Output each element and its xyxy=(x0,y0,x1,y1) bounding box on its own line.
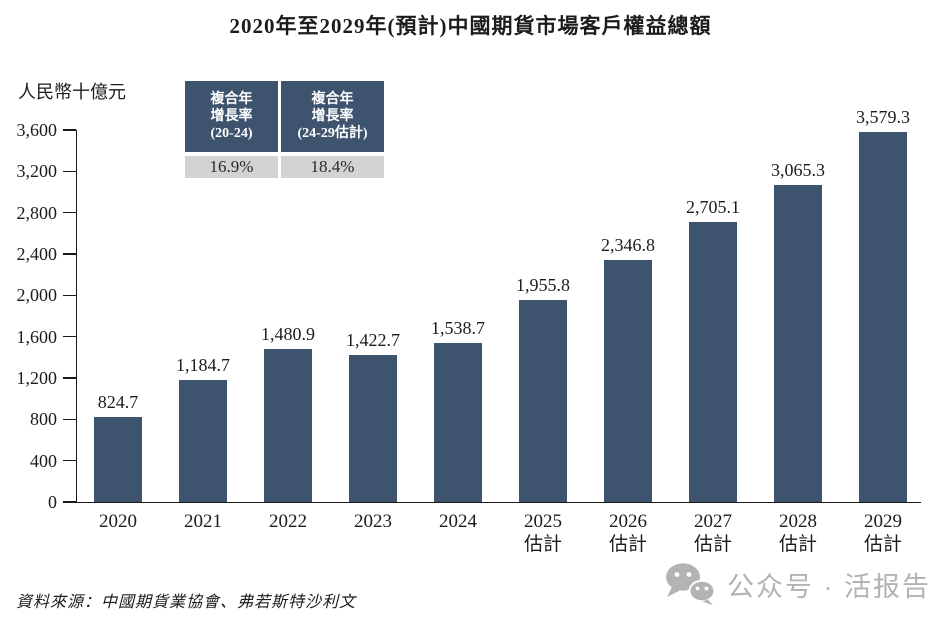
bar-2021 xyxy=(179,379,227,502)
cagr-header-line: 增長率 xyxy=(311,109,354,124)
cagr-box-2020-2024: 複合年 增長率 (20-24) 16.9% xyxy=(185,81,278,178)
x-axis-label: 2029 估計 xyxy=(863,511,902,555)
x-axis-label: 2024 xyxy=(439,511,477,532)
bar-2020 xyxy=(94,416,142,502)
y-axis-tick-label: 800 xyxy=(30,409,57,430)
y-axis-tick-label: 0 xyxy=(48,492,57,512)
x-axis-label: 2023 xyxy=(354,511,392,532)
bar-2024 xyxy=(434,343,482,502)
bar-2029 xyxy=(859,132,907,502)
chart-title: 2020年至2029年(預計)中國期貨市場客戶權益總額 xyxy=(229,14,712,38)
y-axis-tick xyxy=(63,459,76,462)
cagr-header-line: 增長率 xyxy=(210,109,253,124)
y-axis-tick xyxy=(63,335,76,338)
bar-2023 xyxy=(349,355,397,502)
y-axis-tick xyxy=(63,129,76,131)
x-axis-label: 2022 xyxy=(269,511,307,532)
cagr-header: 複合年 增長率 (24-29估計) xyxy=(281,81,384,152)
bar-value-label: 3,065.3 xyxy=(771,160,825,181)
x-axis-label: 2025 估計 xyxy=(523,511,562,555)
watermark-text: 公众号 · 活报告 xyxy=(727,571,931,602)
y-axis-tick xyxy=(63,418,76,421)
y-axis-tick-label: 2,000 xyxy=(16,285,58,306)
bar-value-label: 1,422.7 xyxy=(346,330,400,350)
cagr-value: 18.4% xyxy=(281,156,384,178)
bar-2028 xyxy=(774,185,822,502)
cagr-header-line: (20-24) xyxy=(210,126,253,141)
y-axis-tick xyxy=(63,294,76,297)
y-axis-tick-label: 3,600 xyxy=(16,120,58,140)
bar-2027 xyxy=(689,222,737,502)
plot-area: 0 400 800 1,200 1,600 2,000 2,400 2,800 3,200 3,6… xyxy=(17,107,921,555)
cagr-value: 16.9% xyxy=(185,156,278,178)
y-axis-tick-label: 2,400 xyxy=(16,244,58,264)
watermark: 公众号 · 活报告 xyxy=(663,562,931,606)
x-axis-label: 2027 估計 xyxy=(693,511,732,555)
bar-value-label: 824.7 xyxy=(97,391,139,412)
x-axis-label: 2021 xyxy=(184,511,222,532)
bar-value-label: 1,480.9 xyxy=(261,323,315,344)
cagr-header-line: 複合年 xyxy=(311,92,354,107)
bar-2022 xyxy=(264,348,312,502)
y-axis-tick-label: 400 xyxy=(30,450,57,471)
wechat-icon xyxy=(666,563,716,606)
cagr-header-line: 複合年 xyxy=(210,92,253,107)
y-axis-tick-label: 1,200 xyxy=(16,368,58,388)
x-axis-label: 2020 xyxy=(99,511,137,532)
y-axis-tick-label: 2,800 xyxy=(16,202,58,223)
x-axis-label: 2028 估計 xyxy=(778,511,817,555)
bar-value-label: 1,955.8 xyxy=(516,274,570,295)
bar-value-label: 2,705.1 xyxy=(686,197,740,218)
y-axis-tick-label: 1,600 xyxy=(16,326,58,347)
y-axis-tick xyxy=(63,501,76,503)
bar-2026 xyxy=(604,259,652,502)
y-axis-tick xyxy=(63,253,76,255)
bar-2025 xyxy=(519,299,567,502)
bar-value-label: 2,346.8 xyxy=(601,234,655,255)
bar-value-label: 3,579.3 xyxy=(856,107,910,128)
y-axis-tick xyxy=(63,377,76,379)
source-note: 資料來源：中國期貨業協會、弗若斯特沙利文 xyxy=(16,594,357,611)
cagr-box-2024-2029-est: 複合年 增長率 (24-29估計) 18.4% xyxy=(281,81,384,178)
y-axis-unit-label: 人民幣十億元 xyxy=(18,82,126,102)
y-axis-tick-label: 3,200 xyxy=(16,161,58,182)
cagr-header: 複合年 增長率 (20-24) xyxy=(185,81,278,152)
y-axis-tick xyxy=(63,211,76,214)
x-axis-label: 2026 估計 xyxy=(608,511,647,555)
bar-value-label: 1,184.7 xyxy=(176,354,230,375)
y-axis-tick xyxy=(63,170,76,173)
cagr-header-line: (24-29估計) xyxy=(297,126,368,141)
bar-value-label: 1,538.7 xyxy=(431,318,485,339)
